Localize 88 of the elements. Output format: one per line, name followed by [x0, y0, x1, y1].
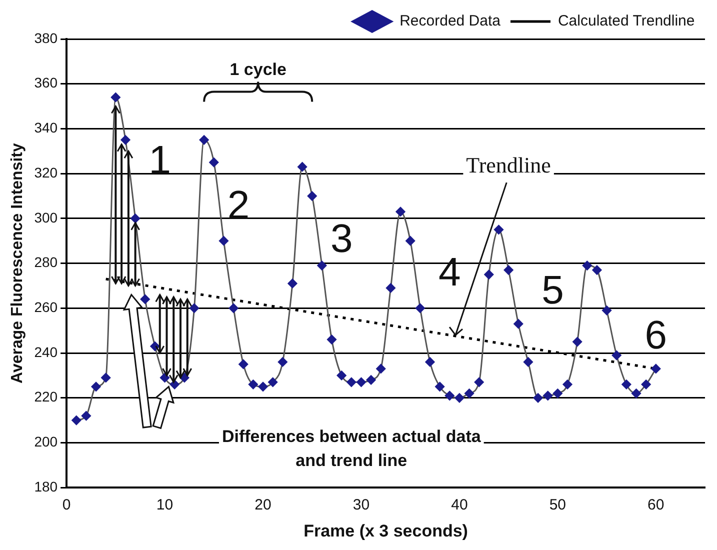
- point: [298, 162, 308, 172]
- y-tick-label: 320: [34, 164, 58, 180]
- point: [641, 380, 651, 390]
- point: [415, 303, 425, 313]
- point: [651, 364, 661, 374]
- point: [110, 92, 120, 102]
- point: [209, 158, 219, 168]
- point: [572, 337, 582, 347]
- point: [602, 306, 612, 316]
- point: [307, 191, 317, 201]
- annotation: 2: [227, 183, 250, 228]
- point: [189, 303, 199, 313]
- point: [464, 388, 474, 398]
- point: [356, 377, 366, 387]
- point: [268, 377, 278, 387]
- point: [258, 382, 268, 392]
- point: [376, 364, 386, 374]
- x-tick-label: 60: [648, 496, 664, 514]
- y-tick-label: 280: [34, 254, 58, 270]
- y-tick-label: 360: [34, 74, 58, 91]
- point: [425, 357, 435, 367]
- x-tick-label: 10: [156, 496, 174, 514]
- y-tick-label: 180: [34, 478, 58, 494]
- annotation: 4: [438, 250, 461, 295]
- y-tick-label: 240: [34, 344, 58, 360]
- point: [504, 265, 514, 275]
- point: [552, 388, 562, 398]
- point: [366, 375, 376, 385]
- annotation: Trendline: [466, 152, 551, 178]
- annotation: 3: [330, 216, 353, 261]
- annotation: 5: [542, 268, 564, 312]
- point: [543, 390, 553, 400]
- y-axis-title: Average Fluorescence Intensity: [9, 143, 26, 384]
- y-tick-label: 300: [34, 209, 58, 226]
- x-tick-label: 0: [62, 496, 71, 514]
- point: [533, 393, 543, 403]
- y-tick-label: 200: [34, 434, 58, 450]
- point: [631, 388, 641, 398]
- point: [612, 350, 622, 360]
- x-tick-label: 50: [549, 496, 566, 514]
- y-tick-label: 380: [34, 30, 58, 46]
- y-tick-label: 260: [34, 299, 58, 316]
- point: [514, 319, 524, 329]
- point: [248, 380, 258, 390]
- point: [454, 393, 464, 403]
- point: [199, 135, 209, 145]
- y-tick-label: 220: [34, 388, 58, 405]
- point: [120, 135, 130, 145]
- point: [91, 382, 101, 392]
- point: [288, 278, 298, 288]
- point: [582, 260, 592, 270]
- point: [622, 380, 632, 390]
- point: [81, 411, 91, 421]
- point: [406, 236, 416, 246]
- point: [72, 416, 82, 426]
- legend-label: Recorded Data: [400, 12, 502, 30]
- point: [101, 372, 111, 382]
- point: [396, 206, 406, 216]
- x-tick-label: 40: [451, 496, 468, 514]
- x-axis-title: Frame (x 3 seconds): [304, 521, 468, 540]
- annotation: 6: [644, 313, 668, 358]
- point: [494, 224, 504, 234]
- x-tick-label: 30: [352, 496, 370, 514]
- x-tick-label: 20: [254, 496, 272, 514]
- point: [386, 283, 396, 293]
- point: [327, 334, 337, 344]
- point: [140, 294, 150, 304]
- point: [336, 370, 346, 380]
- point: [435, 382, 445, 392]
- point: [218, 236, 228, 246]
- annotation: 1 cycle: [230, 60, 286, 80]
- point: [160, 372, 170, 382]
- point: [130, 214, 140, 224]
- annotation: 1: [148, 138, 171, 182]
- point: [484, 270, 494, 280]
- point: [238, 359, 248, 369]
- legend-label: Calculated Trendline: [558, 12, 695, 30]
- point: [317, 260, 327, 270]
- point: [278, 357, 288, 367]
- y-tick-label: 340: [34, 120, 58, 136]
- point: [562, 380, 572, 390]
- annotation: Differences between actual data and trend line: [222, 427, 482, 470]
- point: [592, 265, 602, 275]
- point: [444, 390, 454, 400]
- point: [228, 303, 238, 313]
- point: [474, 377, 484, 387]
- point: [523, 357, 533, 367]
- point: [346, 377, 356, 387]
